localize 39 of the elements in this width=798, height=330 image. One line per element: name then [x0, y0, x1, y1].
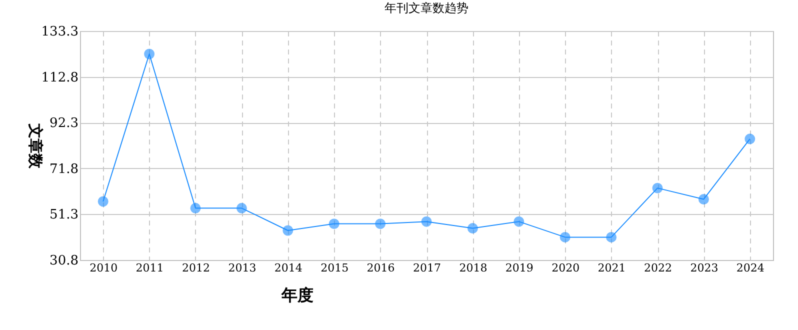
x-axis-title: 年度 [280, 286, 314, 304]
x-tick-label: 2017 [413, 262, 441, 274]
point [514, 216, 524, 227]
y-tick-label: 30.8 [50, 254, 78, 268]
x-tick-label: 2023 [690, 262, 718, 274]
x-tick-label: 2019 [505, 262, 534, 274]
point [328, 218, 340, 230]
y-tick-label: 92.3 [50, 116, 78, 132]
point [652, 182, 663, 194]
y-tick-label: 112.8 [41, 70, 78, 86]
y-tick-label: 133.3 [41, 24, 78, 40]
point [190, 202, 201, 214]
chart-title: 年刊文章数趋势 [384, 1, 468, 15]
x-tick-label: 2024 [736, 262, 764, 274]
point [98, 196, 108, 207]
point [560, 232, 570, 242]
point [606, 232, 617, 242]
y-axis-title: 文章数 [26, 122, 44, 170]
point [698, 194, 709, 204]
point [236, 202, 247, 214]
point [421, 216, 432, 227]
x-tick-label: 2014 [274, 262, 302, 274]
x-tick-label: 2010 [90, 262, 118, 274]
point [282, 225, 294, 236]
point [467, 223, 478, 234]
point [144, 48, 155, 60]
point [744, 134, 756, 144]
point [375, 218, 386, 230]
x-tick-label: 2011 [136, 262, 164, 274]
y-tick-label: 71.8 [50, 162, 78, 177]
x-tick-label: 2018 [459, 262, 488, 274]
x-tick-label: 2015 [320, 262, 349, 274]
x-tick-label: 2016 [366, 262, 395, 274]
x-tick-label: 2013 [228, 262, 256, 274]
x-tick-label: 2022 [644, 262, 672, 274]
x-tick-label: 2020 [552, 262, 580, 274]
y-tick-label: 51.3 [50, 208, 78, 223]
x-tick-label: 2012 [182, 262, 210, 274]
x-tick-label: 2021 [598, 262, 626, 274]
